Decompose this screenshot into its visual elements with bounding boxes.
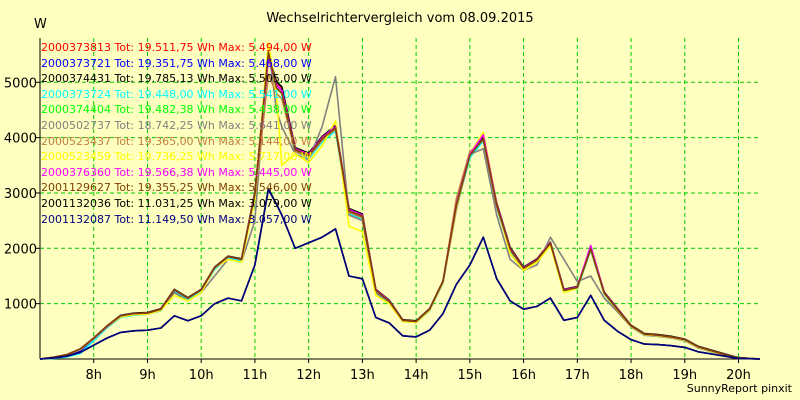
y-axis-unit: W: [34, 17, 47, 32]
x-tick-label: 12h: [296, 368, 321, 383]
x-tick-label: 16h: [511, 368, 536, 383]
legend-entry-8: 2000523459 Tot: 19.736,25 Wh Max: 5.717,…: [41, 150, 312, 164]
legend-entry-6: 2000502737 Tot: 18.742,25 Wh Max: 5.641,…: [41, 118, 312, 132]
y-tick-label: 4000: [4, 132, 37, 147]
legend-entry-4: 2000373724 Tot: 19.448,00 Wh Max: 5.541,…: [41, 87, 312, 101]
legend: 2000373813 Tot: 19.511,75 Wh Max: 5.494,…: [41, 40, 312, 227]
legend-entry-1: 2000373813 Tot: 19.511,75 Wh Max: 5.494,…: [41, 41, 312, 54]
y-tick-label: 3000: [4, 187, 37, 202]
x-tick-label: 8h: [85, 368, 102, 383]
x-tick-label: 18h: [619, 368, 644, 383]
legend-entry-5: 2000374404 Tot: 19.482,38 Wh Max: 5.438,…: [41, 103, 312, 117]
x-tick-label: 20h: [726, 368, 751, 383]
y-tick-label: 5000: [4, 76, 37, 91]
x-tick-label: 10h: [189, 368, 214, 383]
x-tick-label: 11h: [243, 368, 268, 383]
legend-entry-11: 2001132036 Tot: 11.031,25 Wh Max: 3.079,…: [41, 196, 312, 210]
x-tick-label: 9h: [139, 368, 156, 383]
y-tick-label: 1000: [4, 298, 37, 313]
plot-area: [40, 38, 760, 359]
y-tick-label: 2000: [4, 242, 37, 257]
legend-entry-3: 2000374431 Tot: 19.785,13 Wh Max: 5.505,…: [41, 72, 312, 86]
footer-credit: SunnyReport pinxit: [686, 382, 792, 395]
legend-entry-2: 2000373721 Tot: 19.351,75 Wh Max: 5.468,…: [41, 56, 312, 70]
x-tick-label: 13h: [350, 368, 375, 383]
chart-title: Wechselrichtervergleich vom 08.09.2015: [266, 11, 534, 26]
series-line-12: [39, 189, 761, 360]
x-tick-label: 19h: [672, 368, 697, 383]
legend-entry-10: 2001129627 Tot: 19.355,25 Wh Max: 5.546,…: [41, 181, 312, 195]
x-tick-label: 14h: [404, 368, 429, 383]
x-tick-label: 15h: [457, 368, 482, 383]
legend-entry-7: 2000523437 Tot: 19.365,00 Wh Max: 5.144,…: [41, 134, 312, 148]
legend-entry-12: 2001132087 Tot: 11.149,50 Wh Max: 3.057,…: [41, 212, 312, 226]
x-tick-label: 17h: [565, 368, 590, 383]
series-line-10: [39, 51, 761, 360]
legend-entry-9: 2000376360 Tot: 19.566,38 Wh Max: 5.445,…: [41, 165, 312, 179]
